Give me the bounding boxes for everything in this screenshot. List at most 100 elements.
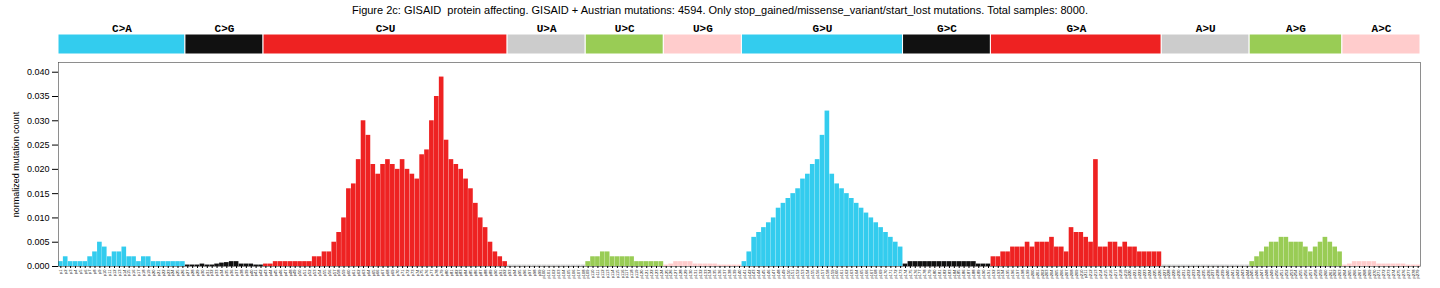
svg-text:p48: p48 <box>287 269 293 277</box>
svg-text:p90: p90 <box>492 269 498 277</box>
svg-text:p15: p15 <box>126 269 132 277</box>
svg-text:p52: p52 <box>307 269 313 277</box>
svg-text:p67: p67 <box>380 269 386 277</box>
svg-text:p44: p44 <box>268 269 274 277</box>
svg-text:p13: p13 <box>116 269 122 277</box>
svg-text:p56: p56 <box>326 269 332 277</box>
svg-text:A>U: A>U <box>1196 23 1216 35</box>
svg-text:G>C: G>C <box>937 23 957 35</box>
svg-text:0.005: 0.005 <box>27 237 50 247</box>
svg-text:p26: p26 <box>180 269 186 277</box>
svg-text:p71: p71 <box>399 269 405 277</box>
svg-text:p86: p86 <box>473 269 479 277</box>
svg-text:p32: p32 <box>209 269 215 277</box>
svg-text:p77: p77 <box>429 269 435 277</box>
svg-text:p46: p46 <box>277 269 283 277</box>
svg-text:0.010: 0.010 <box>27 213 50 223</box>
svg-text:p60: p60 <box>346 269 352 277</box>
svg-text:p80: p80 <box>443 269 449 277</box>
svg-text:p17: p17 <box>136 269 142 277</box>
svg-text:p21: p21 <box>155 269 161 277</box>
svg-text:C>U: C>U <box>376 23 396 35</box>
svg-text:0.015: 0.015 <box>27 189 50 199</box>
svg-text:p38: p38 <box>238 269 244 277</box>
svg-text:p61: p61 <box>351 269 357 277</box>
svg-text:p25: p25 <box>175 269 181 277</box>
svg-text:p12: p12 <box>111 269 117 277</box>
svg-text:A>C: A>C <box>1372 23 1392 35</box>
svg-text:p83: p83 <box>458 269 464 277</box>
svg-text:p92: p92 <box>502 269 508 277</box>
svg-text:p35: p35 <box>224 269 230 277</box>
svg-text:p20: p20 <box>150 269 156 277</box>
svg-text:p18: p18 <box>141 269 147 277</box>
html-text:Figure 2c: GISAID protein affe: Figure 2c: GISAID protein affecting. GIS… <box>352 4 1088 16</box>
svg-text:p30: p30 <box>199 269 205 277</box>
svg-text:p49: p49 <box>292 269 298 277</box>
svg-text:U>A: U>A <box>537 23 557 35</box>
svg-text:p42: p42 <box>258 269 264 277</box>
svg-text:p79: p79 <box>438 269 444 277</box>
svg-text:p37: p37 <box>233 269 239 277</box>
svg-text:G>A: G>A <box>1066 23 1086 35</box>
svg-text:p24: p24 <box>170 269 176 277</box>
svg-text:p64: p64 <box>365 269 371 277</box>
svg-text:p14: p14 <box>121 269 127 277</box>
svg-text:p74: p74 <box>414 269 420 277</box>
svg-text:p68: p68 <box>385 269 391 277</box>
svg-text:p55: p55 <box>321 269 327 277</box>
svg-text:p58: p58 <box>336 269 342 277</box>
svg-text:p41: p41 <box>253 269 259 277</box>
svg-text:p39: p39 <box>243 269 249 277</box>
svg-text:0.020: 0.020 <box>27 164 50 174</box>
svg-text:p45: p45 <box>272 269 278 277</box>
svg-text:0.025: 0.025 <box>27 140 50 150</box>
svg-text:p28: p28 <box>189 269 195 277</box>
svg-text:p69: p69 <box>390 269 396 277</box>
svg-text:U>G: U>G <box>693 23 713 35</box>
svg-text:A>G: A>G <box>1286 23 1306 35</box>
svg-text:p47: p47 <box>282 269 288 277</box>
svg-text:p63: p63 <box>360 269 366 277</box>
svg-text:p89: p89 <box>487 269 493 277</box>
svg-text:p279: p279 <box>1415 269 1420 279</box>
svg-text:p50: p50 <box>297 269 303 277</box>
svg-text:p59: p59 <box>341 269 347 277</box>
svg-text:C>G: C>G <box>215 23 235 35</box>
svg-text:p43: p43 <box>263 269 269 277</box>
svg-text:p84: p84 <box>463 269 469 277</box>
svg-text:p62: p62 <box>355 269 361 277</box>
svg-text:0.035: 0.035 <box>27 91 50 101</box>
svg-text:p40: p40 <box>248 269 254 277</box>
svg-text:p76: p76 <box>424 269 430 277</box>
svg-text:p66: p66 <box>375 269 381 277</box>
svg-text:p65: p65 <box>370 269 376 277</box>
svg-text:G>U: G>U <box>813 23 833 35</box>
svg-text:p91: p91 <box>497 269 503 277</box>
svg-text:p57: p57 <box>331 269 337 277</box>
svg-text:p51: p51 <box>302 269 308 277</box>
svg-text:p34: p34 <box>219 269 225 277</box>
svg-text:p54: p54 <box>316 269 322 277</box>
svg-text:p75: p75 <box>419 269 425 277</box>
svg-text:p31: p31 <box>204 269 210 277</box>
svg-text:p78: p78 <box>434 269 440 277</box>
svg-text:0.040: 0.040 <box>27 67 50 77</box>
svg-text:p11: p11 <box>106 269 112 276</box>
svg-text:p23: p23 <box>165 269 171 277</box>
svg-text:p85: p85 <box>468 269 474 277</box>
svg-text:p73: p73 <box>409 269 415 277</box>
svg-text:0.000: 0.000 <box>27 261 50 271</box>
svg-text:p88: p88 <box>482 269 488 277</box>
svg-text:C>A: C>A <box>112 23 132 35</box>
svg-text:U>C: U>C <box>615 23 635 35</box>
svg-text:p33: p33 <box>214 269 220 277</box>
svg-text:p82: p82 <box>453 269 459 277</box>
svg-text:0.030: 0.030 <box>27 116 50 126</box>
svg-text:p16: p16 <box>131 269 137 277</box>
svg-text:normalized mutation count: normalized mutation count <box>11 111 21 217</box>
svg-text:p29: p29 <box>194 269 200 277</box>
svg-text:p22: p22 <box>160 269 166 277</box>
svg-text:p81: p81 <box>448 269 454 277</box>
svg-text:p72: p72 <box>404 269 410 277</box>
